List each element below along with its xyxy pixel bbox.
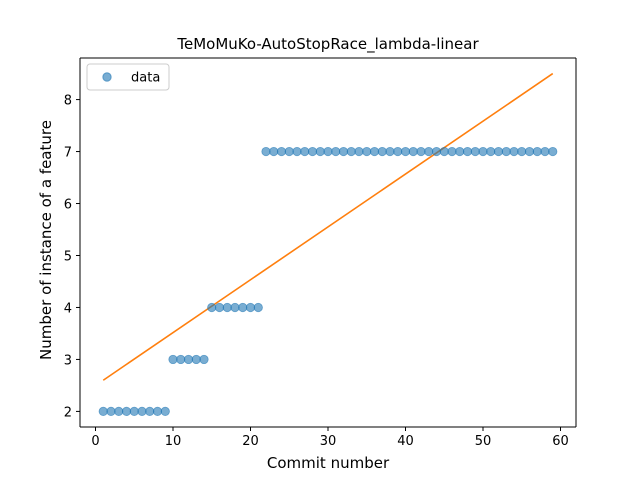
data-point [470, 146, 480, 157]
data-point [245, 302, 256, 313]
data-point [183, 354, 194, 365]
y-tick-label: 4 [64, 301, 72, 316]
plot-area [80, 58, 576, 427]
x-tick-label: 50 [475, 434, 492, 449]
data-point [369, 146, 380, 157]
data-point [98, 406, 108, 417]
x-tick-label: 10 [165, 434, 182, 449]
data-point [362, 146, 372, 157]
data-point [114, 406, 124, 417]
data-point [447, 146, 457, 157]
data-point [276, 146, 287, 157]
data-point [331, 146, 341, 157]
legend-marker [102, 72, 112, 82]
fit-line-layer [102, 72, 554, 381]
data-point [408, 146, 418, 157]
y-axis-label: Number of instance of a feature [37, 120, 55, 360]
data-point [478, 146, 488, 157]
data-point [300, 146, 310, 157]
data-point [269, 146, 279, 157]
data-point [152, 406, 163, 417]
data-point [400, 146, 411, 157]
plot-background [80, 58, 576, 427]
data-point [106, 406, 116, 417]
data-points-layer [98, 146, 558, 417]
x-tick-label: 30 [320, 434, 337, 449]
data-point [168, 354, 178, 365]
data-point [385, 146, 395, 157]
data-point [338, 146, 349, 157]
x-tick-label: 40 [397, 434, 414, 449]
x-axis-label: Commit number [267, 454, 390, 472]
y-tick-label: 3 [64, 353, 72, 368]
chart-title: TeMoMuKo-AutoStopRace_lambda-linear [176, 35, 479, 54]
data-point [253, 302, 263, 313]
y-tick-label: 8 [64, 94, 72, 109]
y-tick-label: 2 [64, 405, 72, 420]
data-point [424, 146, 434, 157]
data-point [501, 146, 511, 157]
x-tick-label: 20 [242, 434, 259, 449]
data-point [207, 302, 217, 313]
data-point [238, 302, 248, 313]
data-point [532, 146, 542, 157]
data-point [524, 146, 535, 157]
data-point [222, 302, 232, 313]
data-point [493, 146, 504, 157]
data-point [261, 146, 271, 157]
data-point [548, 146, 558, 157]
data-point [486, 146, 496, 157]
legend: data [86, 63, 170, 91]
data-point [354, 146, 364, 157]
data-point [455, 146, 465, 157]
data-point [393, 146, 403, 157]
data-point [121, 406, 132, 417]
data-point [416, 146, 426, 157]
data-point [346, 146, 356, 157]
data-point [540, 146, 550, 157]
data-point [145, 406, 155, 417]
data-point [292, 146, 302, 157]
data-point [509, 146, 519, 157]
x-tick-label: 0 [91, 434, 99, 449]
data-point [307, 146, 318, 157]
data-point [230, 302, 240, 313]
data-point [176, 354, 186, 365]
data-point [129, 406, 139, 417]
y-tick-label: 6 [64, 198, 72, 213]
y-tick-label: 5 [64, 249, 72, 264]
data-point [199, 354, 209, 365]
data-point [323, 146, 333, 157]
data-point [431, 146, 442, 157]
legend-label: data [131, 71, 160, 86]
x-tick-label: 60 [552, 434, 569, 449]
data-point [191, 354, 201, 365]
fit-line [102, 72, 554, 381]
data-point [462, 146, 473, 157]
data-point [214, 302, 225, 313]
axes: 0 10 20 30 40 50 60 2 3 4 5 6 7 8 [64, 57, 577, 449]
data-point [517, 146, 527, 157]
data-point [315, 146, 325, 157]
legend-box [86, 63, 170, 91]
data-point [377, 146, 387, 157]
data-point [284, 146, 294, 157]
data-point [160, 406, 170, 417]
data-point [439, 146, 449, 157]
y-tick-label: 7 [64, 146, 72, 161]
data-point [137, 406, 147, 417]
